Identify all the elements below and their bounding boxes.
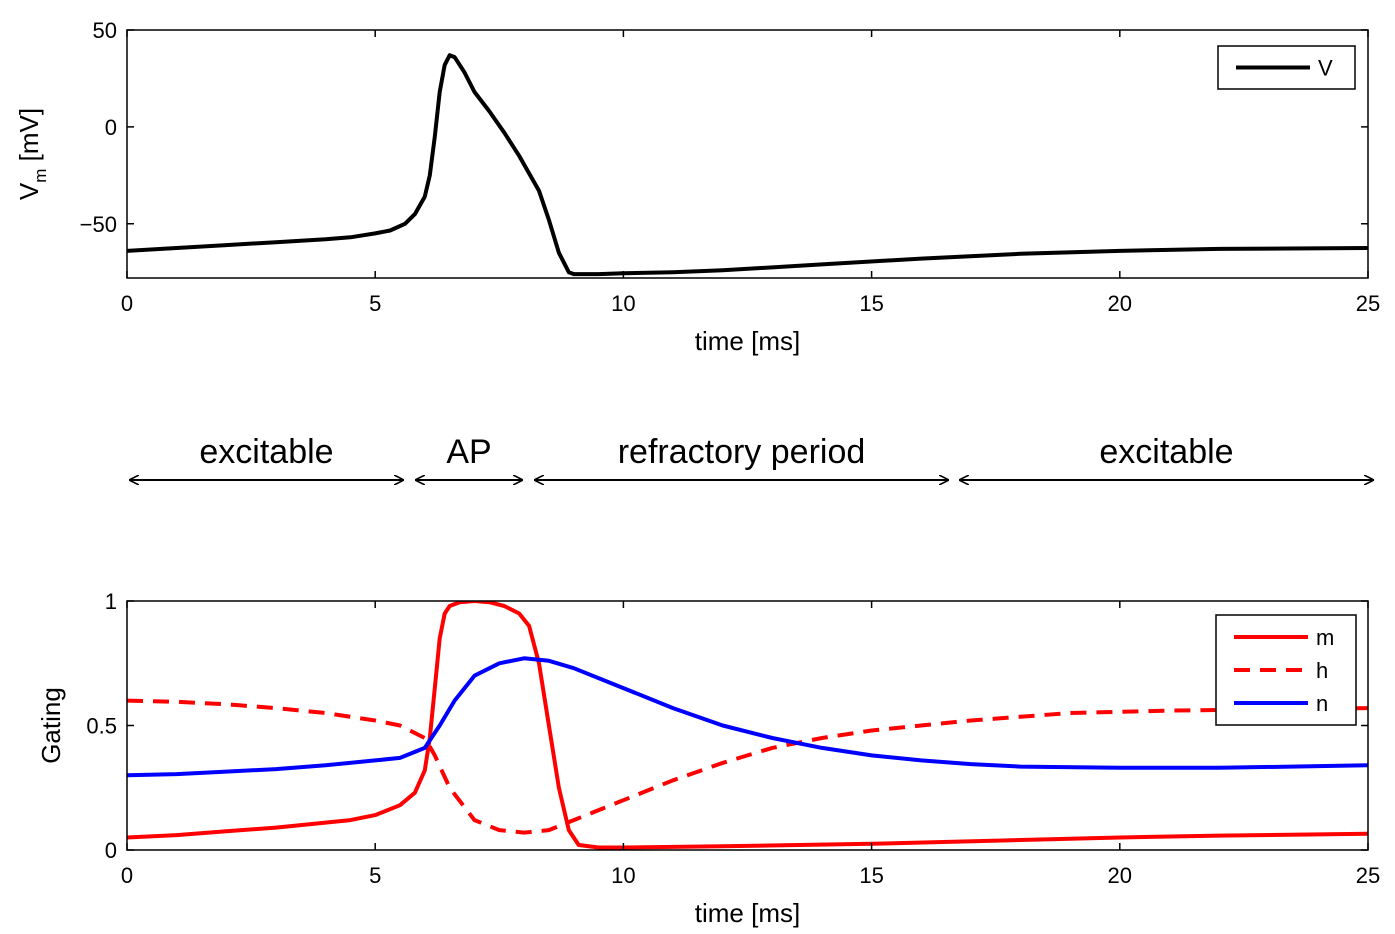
gating-chart: 0 5 10 15 20 25 0 0.5 1 time [ms] Gating mhn: [36, 589, 1380, 928]
x-tick-label: 25: [1356, 291, 1380, 316]
x-tick-label: 15: [859, 291, 883, 316]
x-axis-title: time [ms]: [695, 326, 800, 356]
x-axis-title: time [ms]: [695, 898, 800, 928]
legend-label-m: m: [1316, 625, 1334, 650]
phase-annotations: excitable AP refractory period excitable: [130, 433, 1373, 480]
phase-label: refractory period: [618, 433, 866, 471]
x-tick-label: 0: [121, 291, 133, 316]
legend-label-n: n: [1316, 691, 1328, 716]
x-tick-label: 10: [611, 291, 635, 316]
y-axis-title: Gating: [36, 687, 66, 764]
series-line-m: [127, 601, 1368, 850]
voltage-chart: 0 5 10 15 20 25 −50 0 50 time [ms] Vm [mV] V: [14, 18, 1380, 356]
x-tick-label: 10: [611, 863, 635, 888]
y-axis-title: Vm [mV]: [14, 108, 50, 200]
phase-label: AP: [446, 433, 491, 471]
x-tick-label: 20: [1108, 291, 1132, 316]
x-tick-label: 5: [369, 291, 381, 316]
y-tick-label: −50: [80, 212, 117, 237]
x-tick-label: 5: [369, 863, 381, 888]
series-line-n: [127, 656, 1368, 778]
phase-label: excitable: [199, 433, 333, 471]
series-line-h: [127, 698, 1368, 835]
x-tick-label: 25: [1356, 863, 1380, 888]
y-tick-label: 0: [105, 838, 117, 863]
legend-label-h: h: [1316, 658, 1328, 683]
plot-frame: [126, 600, 1369, 851]
x-tick-label: 20: [1108, 863, 1132, 888]
legend-label-V: V: [1318, 56, 1333, 81]
y-tick-label: 50: [93, 18, 117, 43]
x-tick-label: 15: [859, 863, 883, 888]
series-line-V: [127, 53, 1368, 277]
phase-label: excitable: [1099, 433, 1233, 471]
x-tick-label: 0: [121, 863, 133, 888]
plot-frame: [126, 29, 1369, 279]
y-tick-label: 1: [105, 589, 117, 614]
y-tick-label: 0: [105, 115, 117, 140]
y-tick-label: 0.5: [86, 714, 117, 739]
